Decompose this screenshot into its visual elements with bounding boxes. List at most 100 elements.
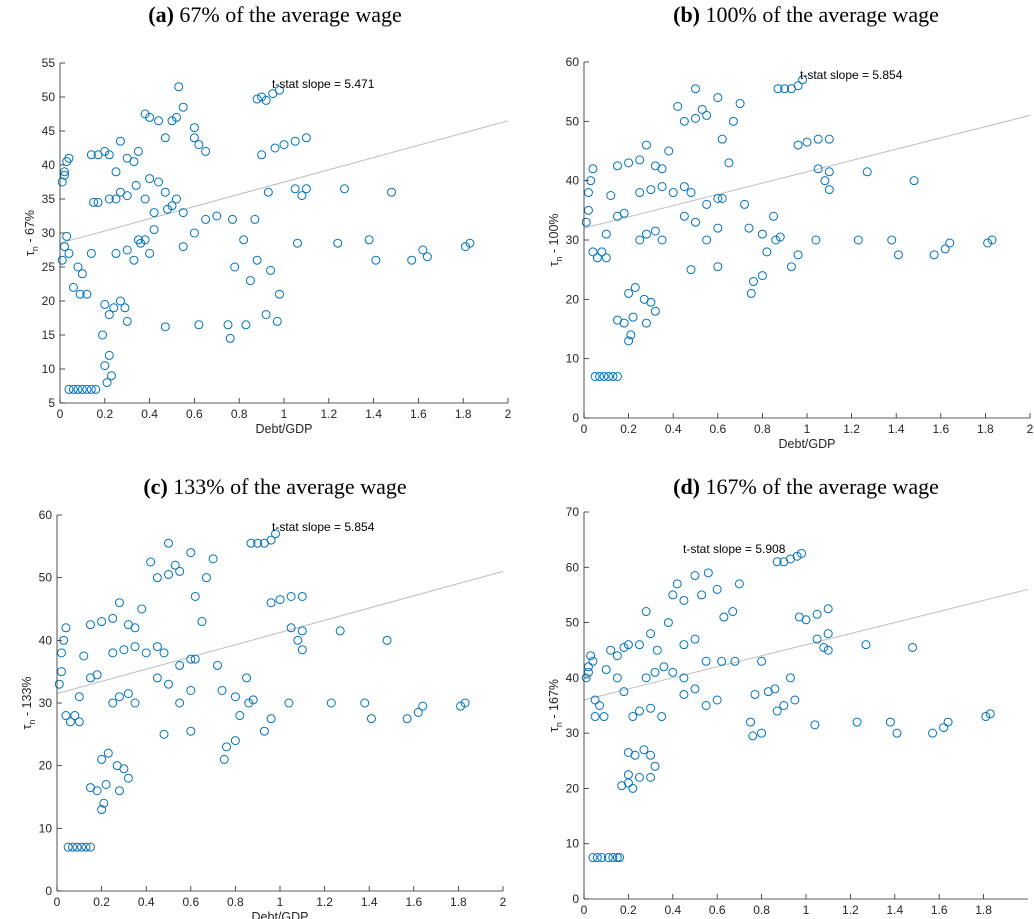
data-point xyxy=(326,698,336,708)
data-point xyxy=(97,805,107,815)
data-point xyxy=(852,717,862,727)
data-point xyxy=(619,642,629,652)
data-point xyxy=(606,645,616,655)
data-point xyxy=(239,235,249,245)
data-point xyxy=(163,204,173,214)
x-tick-label: 1 xyxy=(281,407,288,421)
data-point xyxy=(608,853,618,863)
data-point xyxy=(85,842,95,852)
data-point xyxy=(801,615,811,625)
y-tick-label: 40 xyxy=(566,174,580,188)
data-point xyxy=(109,303,119,313)
y-label-subscript: n xyxy=(554,257,564,262)
data-point xyxy=(86,248,96,258)
data-point xyxy=(73,384,83,394)
data-point xyxy=(230,736,240,746)
x-tick-label: 0 xyxy=(581,422,588,436)
data-point xyxy=(744,223,754,233)
data-point xyxy=(628,712,638,722)
data-point xyxy=(646,629,656,639)
data-point xyxy=(735,99,745,109)
data-point xyxy=(772,706,782,716)
y-tick-label: 0 xyxy=(45,884,52,898)
data-point xyxy=(673,102,683,111)
data-point xyxy=(588,247,598,257)
data-point xyxy=(252,94,262,104)
y-label-symbol: τ xyxy=(547,727,561,732)
data-point xyxy=(703,568,713,578)
annotation: t-stat slope = 5.854 xyxy=(800,68,903,82)
data-point xyxy=(672,579,682,589)
data-point xyxy=(407,255,417,265)
data-point xyxy=(74,692,84,702)
data-point xyxy=(630,750,640,760)
data-point xyxy=(79,651,89,661)
data-point xyxy=(465,238,475,248)
data-point xyxy=(641,607,651,617)
data-point xyxy=(635,155,645,165)
data-point xyxy=(679,182,689,192)
x-tick-label: 1.6 xyxy=(932,422,949,436)
data-point xyxy=(339,184,349,194)
x-tick-label: 1.2 xyxy=(316,895,333,909)
x-tick-label: 0.6 xyxy=(709,422,726,436)
data-point xyxy=(657,182,667,192)
data-point xyxy=(230,692,240,702)
data-point xyxy=(266,714,276,724)
data-point xyxy=(608,371,618,381)
x-tick-label: 1 xyxy=(277,895,284,909)
data-point xyxy=(178,208,188,218)
data-point xyxy=(275,289,285,299)
data-point xyxy=(746,717,755,727)
data-point xyxy=(82,289,92,299)
data-point xyxy=(149,225,159,235)
data-point xyxy=(612,371,622,381)
data-point xyxy=(588,656,598,666)
x-tick-label: 2 xyxy=(1027,422,1034,436)
data-point xyxy=(129,255,139,265)
data-point xyxy=(702,199,712,209)
data-point xyxy=(160,187,170,197)
data-point xyxy=(257,92,267,102)
data-point xyxy=(333,238,343,248)
data-point xyxy=(145,112,155,122)
y-axis-label: τn - 133% xyxy=(20,676,37,729)
data-point xyxy=(159,729,169,739)
data-point xyxy=(107,371,117,381)
data-point xyxy=(786,262,796,272)
data-point xyxy=(259,726,269,736)
y-label-subscript: n xyxy=(554,722,564,727)
y-tick-label: 70 xyxy=(566,505,580,519)
data-point xyxy=(820,176,830,186)
data-point xyxy=(154,116,164,126)
data-point xyxy=(623,640,633,650)
data-point xyxy=(246,538,256,548)
data-point xyxy=(245,276,255,286)
data-point xyxy=(597,853,607,863)
data-point xyxy=(57,177,67,187)
data-point xyxy=(266,598,276,608)
data-point xyxy=(583,662,593,672)
data-point xyxy=(635,235,645,245)
data-point xyxy=(583,205,593,215)
data-point xyxy=(366,714,376,724)
data-point xyxy=(748,277,758,287)
data-point xyxy=(115,136,125,146)
data-point xyxy=(279,140,289,150)
data-point xyxy=(717,656,727,666)
x-tick-label: 2 xyxy=(505,407,512,421)
data-point xyxy=(104,150,114,160)
data-point xyxy=(628,783,638,793)
data-point xyxy=(213,660,223,670)
data-point xyxy=(54,679,64,689)
data-point xyxy=(286,623,296,633)
y-tick-label: 40 xyxy=(39,633,53,647)
data-point xyxy=(129,157,139,167)
trend-line xyxy=(56,570,504,695)
data-point xyxy=(272,316,282,326)
data-point xyxy=(219,754,229,764)
data-point xyxy=(290,136,300,146)
data-point xyxy=(85,620,95,630)
data-point xyxy=(597,247,607,257)
